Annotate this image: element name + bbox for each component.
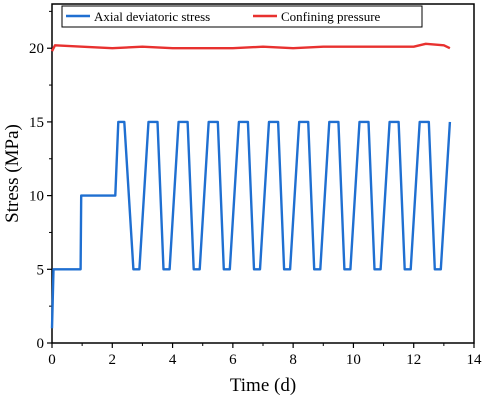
x-tick-label: 0	[48, 352, 56, 368]
legend-label-confining: Confining pressure	[281, 9, 381, 24]
x-tick-label: 14	[467, 352, 483, 368]
legend: Axial deviatoric stress Confining pressu…	[61, 5, 423, 28]
x-tick-label: 12	[406, 352, 421, 368]
axis-ticks: 0 2 4 6 8 10 12 14 0 5 10 15 20	[29, 10, 483, 368]
series-line-axial-deviatoric-stress	[50, 120, 452, 329]
legend-box	[61, 5, 423, 28]
y-axis-label: Stress (MPa)	[2, 124, 23, 223]
x-tick-label: 10	[346, 352, 361, 368]
data-series	[50, 42, 452, 329]
x-tick-label: 8	[289, 352, 297, 368]
series-line-confining-pressure	[50, 42, 451, 52]
y-tick-label: 15	[29, 115, 44, 131]
y-tick-label: 10	[29, 189, 44, 205]
y-tick-label: 5	[37, 262, 45, 278]
x-tick-label: 6	[229, 352, 237, 368]
x-tick-label: 4	[169, 352, 177, 368]
legend-label-axial: Axial deviatoric stress	[94, 9, 210, 24]
y-tick-label: 0	[37, 336, 45, 352]
y-tick-label: 20	[29, 41, 44, 57]
x-tick-label: 2	[109, 352, 117, 368]
x-axis-label: Time (d)	[230, 375, 296, 396]
